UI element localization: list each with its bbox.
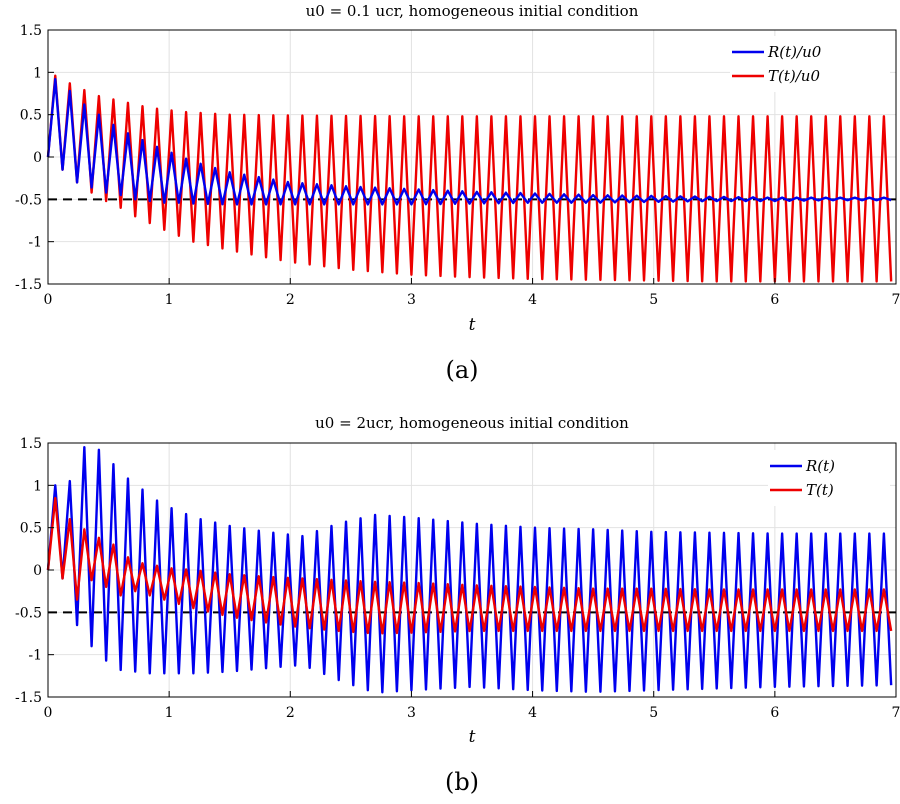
series-line-t: [46, 74, 893, 283]
legend-label-r: R(t)/u0: [767, 43, 822, 61]
y-tick-label: 0: [33, 150, 42, 166]
x-axis-label: t: [469, 727, 476, 747]
series-line-r: [46, 446, 893, 694]
y-tick-label: -1.5: [15, 690, 42, 706]
chart-title: u0 = 2ucr, homogeneous initial condition: [315, 414, 629, 432]
x-tick-label: 4: [528, 292, 537, 308]
x-tick-label: 2: [286, 705, 295, 721]
legend-box: [768, 450, 890, 506]
y-tick-label: 1: [33, 65, 42, 81]
y-tick-label: 1: [33, 478, 42, 494]
x-tick-label: 3: [407, 705, 416, 721]
x-tick-label: 1: [165, 705, 174, 721]
y-tick-label: -1.5: [15, 277, 42, 293]
x-tick-label: 7: [892, 292, 900, 308]
chart-panel-a: 0 1 2 3 4 5 6 7 1.5 1 0.5 0 -0.5 -1 -1.5 t u0 = 0.1 ucr,…: [15, 2, 900, 384]
y-tick-label: -0.5: [15, 192, 42, 208]
x-tick-label: 1: [165, 292, 174, 308]
y-tick-label: 0.5: [20, 521, 42, 537]
x-tick-label: 5: [649, 705, 658, 721]
series-line-t: [46, 496, 893, 635]
legend-label-t: T(t)/u0: [768, 67, 820, 85]
x-tick-label: 5: [649, 292, 658, 308]
x-axis-label: t: [469, 315, 476, 335]
x-tick-label: 6: [770, 705, 779, 721]
figure-caption: (b): [445, 768, 479, 796]
y-tick-label: 0.5: [20, 108, 42, 124]
series-line-r: [46, 77, 892, 206]
legend-label-r: R(t): [805, 457, 835, 475]
chart-panel-b: 0 1 2 3 4 5 6 7 1.5 1 0.5 0 -0.5 -1 -1.5 t u0 = 2ucr, ho…: [15, 414, 900, 796]
legend-label-t: T(t): [806, 481, 834, 499]
legend-box: [730, 36, 890, 92]
y-tick-label: -1: [28, 235, 42, 251]
figure-caption: (a): [445, 356, 478, 384]
y-tick-label: 1.5: [20, 23, 42, 39]
legend: R(t) T(t): [768, 450, 890, 506]
x-tick-label: 7: [892, 705, 900, 721]
y-tick-label: 0: [33, 563, 42, 579]
y-tick-label: -1: [28, 648, 42, 664]
x-tick-label: 0: [44, 292, 53, 308]
y-tick-label: -0.5: [15, 605, 42, 621]
chart-title: u0 = 0.1 ucr, homogeneous initial condit…: [306, 2, 639, 20]
x-tick-label: 3: [407, 292, 416, 308]
y-tick-label: 1.5: [20, 436, 42, 452]
x-tick-label: 6: [770, 292, 779, 308]
x-tick-label: 4: [528, 705, 537, 721]
x-tick-label: 0: [44, 705, 53, 721]
x-tick-label: 2: [286, 292, 295, 308]
legend: R(t)/u0 T(t)/u0: [730, 36, 890, 92]
